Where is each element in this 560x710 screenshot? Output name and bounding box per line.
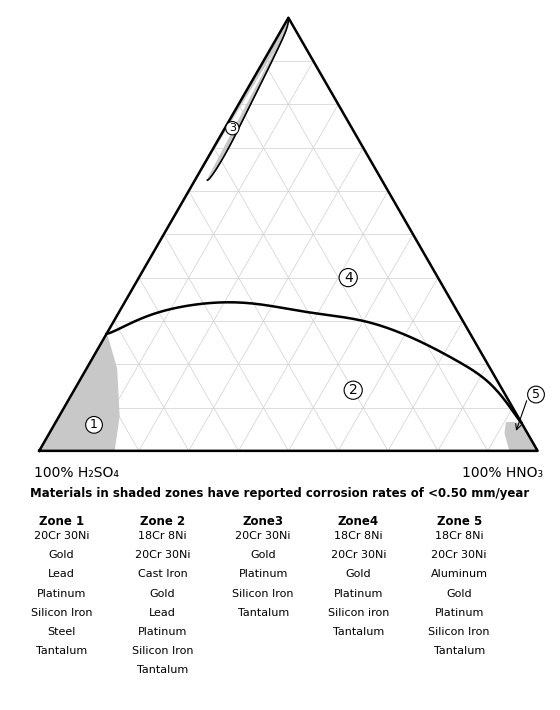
Text: 100% H₂O: 100% H₂O (253, 0, 324, 2)
Text: Steel: Steel (48, 627, 76, 637)
Text: Silicon Iron: Silicon Iron (31, 608, 92, 618)
Text: 20Cr 30Ni: 20Cr 30Ni (330, 550, 386, 560)
Text: Lead: Lead (48, 569, 75, 579)
Text: Materials in shaded zones have reported corrosion rates of <0.50 mm/year: Materials in shaded zones have reported … (30, 487, 530, 500)
Text: Silicon Iron: Silicon Iron (428, 627, 490, 637)
Text: Zone 1: Zone 1 (39, 515, 84, 528)
Text: Zone3: Zone3 (242, 515, 284, 528)
Text: 4: 4 (344, 271, 353, 285)
Text: Zone 2: Zone 2 (140, 515, 185, 528)
Text: Zone 5: Zone 5 (437, 515, 482, 528)
Text: Gold: Gold (446, 589, 472, 599)
Text: Tantalum: Tantalum (137, 665, 188, 675)
Text: Gold: Gold (346, 569, 371, 579)
Text: Zone4: Zone4 (338, 515, 379, 528)
Text: 5: 5 (532, 388, 540, 401)
Text: Silicon iron: Silicon iron (328, 608, 389, 618)
Text: 20Cr 30Ni: 20Cr 30Ni (34, 531, 90, 541)
Text: Silicon Iron: Silicon Iron (232, 589, 294, 599)
Text: Silicon Iron: Silicon Iron (132, 646, 193, 656)
Text: Platinum: Platinum (435, 608, 484, 618)
Text: Gold: Gold (49, 550, 74, 560)
Text: Tantalum: Tantalum (237, 608, 289, 618)
Text: 100% HNO₃: 100% HNO₃ (462, 466, 543, 481)
Polygon shape (39, 334, 119, 451)
Text: Aluminum: Aluminum (431, 569, 488, 579)
Text: 18Cr 8Ni: 18Cr 8Ni (435, 531, 483, 541)
Polygon shape (505, 422, 538, 451)
Text: Platinum: Platinum (334, 589, 383, 599)
Text: 20Cr 30Ni: 20Cr 30Ni (235, 531, 291, 541)
Text: 1: 1 (90, 418, 98, 432)
Text: Lead: Lead (149, 608, 176, 618)
Text: 3: 3 (229, 124, 236, 133)
Text: 2: 2 (349, 383, 358, 397)
Text: 18Cr 8Ni: 18Cr 8Ni (334, 531, 382, 541)
Text: Platinum: Platinum (138, 627, 187, 637)
Text: Tantalum: Tantalum (333, 627, 384, 637)
Text: Platinum: Platinum (239, 569, 288, 579)
Text: 100% H₂SO₄: 100% H₂SO₄ (34, 466, 119, 481)
Polygon shape (195, 18, 288, 180)
Text: Tantalum: Tantalum (433, 646, 485, 656)
Text: Cast Iron: Cast Iron (138, 569, 187, 579)
Text: Gold: Gold (150, 589, 175, 599)
Text: 20Cr 30Ni: 20Cr 30Ni (134, 550, 190, 560)
Text: 18Cr 8Ni: 18Cr 8Ni (138, 531, 186, 541)
Text: Tantalum: Tantalum (36, 646, 87, 656)
Text: Platinum: Platinum (37, 589, 86, 599)
Text: Gold: Gold (250, 550, 276, 560)
Text: 20Cr 30Ni: 20Cr 30Ni (431, 550, 487, 560)
